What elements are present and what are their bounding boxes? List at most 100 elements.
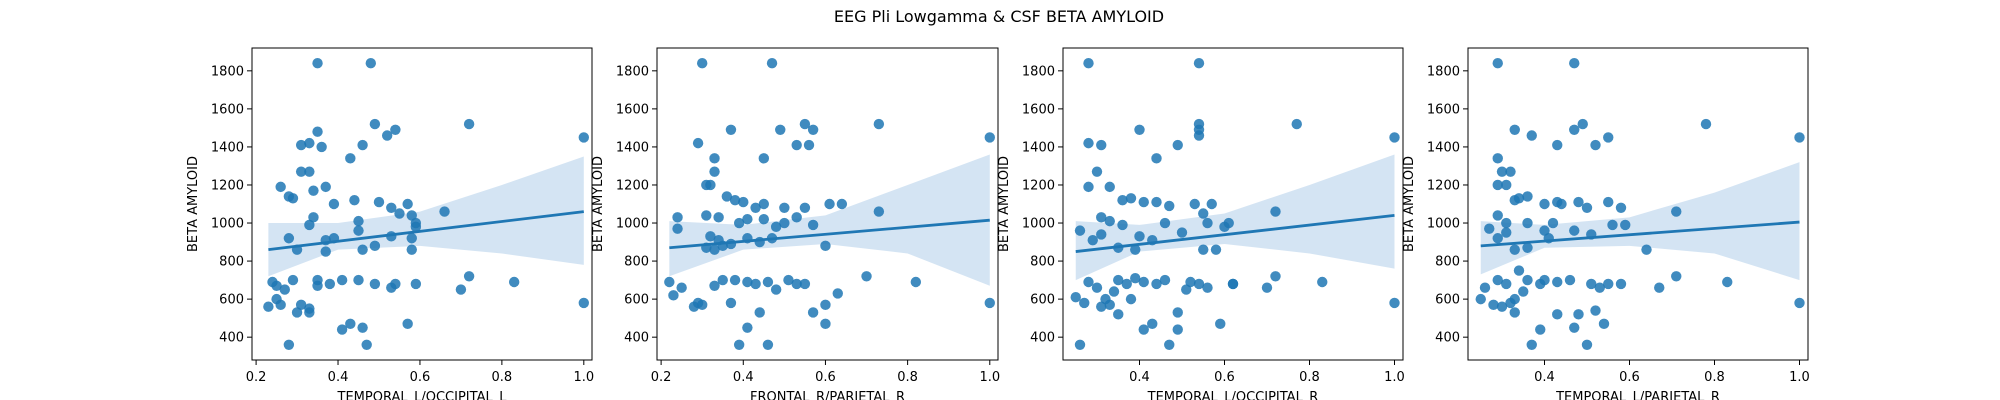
data-point — [1117, 194, 1128, 206]
data-point — [1488, 299, 1499, 311]
data-point — [672, 223, 683, 234]
data-point — [1539, 274, 1550, 286]
data-point — [1198, 244, 1209, 255]
data-point — [1479, 282, 1491, 293]
y-tick-label: 1600 — [211, 102, 244, 117]
data-point — [820, 318, 831, 330]
data-point — [770, 284, 782, 295]
data-point — [1539, 225, 1550, 236]
data-point — [1603, 196, 1614, 208]
data-point — [369, 118, 381, 130]
data-point — [369, 240, 381, 252]
data-point — [1607, 219, 1618, 231]
data-point — [1501, 278, 1512, 290]
data-point — [1496, 166, 1508, 177]
regression-line — [1480, 220, 1800, 248]
data-point — [861, 271, 872, 282]
data-point — [754, 307, 765, 318]
data-point — [1091, 282, 1103, 293]
data-point — [390, 278, 401, 290]
y-tick-label: 600 — [1435, 293, 1460, 308]
y-tick-label: 800 — [1435, 255, 1460, 270]
data-point — [820, 299, 831, 311]
confidence-band — [669, 154, 990, 286]
y-tick-label: 1000 — [616, 217, 649, 232]
y-tick-label: 1000 — [211, 217, 244, 232]
data-point — [1526, 339, 1537, 350]
y-tick-label: 600 — [1030, 293, 1055, 308]
data-point — [1091, 166, 1103, 177]
data-point — [1087, 234, 1098, 246]
data-point — [1270, 271, 1281, 282]
data-point — [873, 206, 885, 217]
data-point — [836, 198, 848, 210]
data-point — [1484, 223, 1495, 234]
x-axis-label: FRONTAL_R/PARIETAL_R — [750, 390, 905, 400]
data-point — [353, 274, 364, 286]
confidence-band — [1075, 154, 1395, 281]
data-point — [1113, 274, 1124, 286]
data-point — [1590, 305, 1601, 316]
data-point — [696, 58, 708, 69]
data-point — [705, 231, 716, 242]
data-point — [791, 139, 802, 151]
y-tick-label: 1400 — [616, 140, 649, 155]
data-point — [1083, 181, 1094, 193]
x-axis-label: TEMPORAL_L/OCCIPITAL_R — [1147, 390, 1319, 400]
data-point — [1722, 276, 1733, 288]
data-point — [1552, 276, 1563, 288]
data-point — [271, 280, 282, 292]
data-point — [783, 274, 794, 286]
data-point — [275, 299, 286, 311]
data-point — [676, 282, 687, 293]
data-point — [1594, 282, 1605, 293]
x-tick-label: 0.6 — [815, 370, 836, 385]
data-point — [1586, 278, 1597, 290]
data-point — [1172, 139, 1183, 151]
data-point — [1501, 227, 1512, 238]
data-point — [406, 233, 417, 244]
data-point — [1113, 309, 1124, 320]
data-point — [1389, 297, 1400, 309]
data-point — [357, 139, 368, 151]
x-tick-label: 0.4 — [1129, 370, 1150, 385]
data-point — [1505, 297, 1516, 309]
data-point — [1164, 339, 1175, 350]
data-point — [1794, 132, 1805, 143]
figure-title: EEG Pli Lowgamma & CSF BETA AMYLOID — [834, 7, 1164, 26]
data-point — [1172, 324, 1183, 335]
data-point — [733, 217, 745, 229]
data-point — [1096, 229, 1107, 240]
data-point — [1513, 193, 1525, 204]
data-point — [463, 271, 475, 282]
data-point — [328, 198, 340, 210]
data-point — [733, 339, 745, 350]
data-point — [1074, 339, 1086, 350]
data-point — [1121, 278, 1132, 290]
data-point — [791, 212, 802, 223]
y-tick-label: 600 — [219, 293, 244, 308]
data-point — [1083, 137, 1094, 149]
data-point — [1202, 217, 1213, 229]
y-tick-label: 1200 — [616, 178, 649, 193]
x-tick-label: 0.4 — [328, 370, 349, 385]
y-axis-label: BETA AMYLOID — [1402, 156, 1417, 252]
x-tick-label: 0.2 — [246, 370, 267, 385]
data-point — [345, 318, 356, 330]
data-point — [766, 58, 778, 69]
data-point — [1108, 286, 1120, 297]
data-point — [803, 139, 815, 151]
data-point — [1104, 215, 1115, 227]
y-tick-label: 1600 — [1022, 102, 1055, 117]
data-point — [1151, 278, 1162, 290]
data-point — [1074, 225, 1086, 236]
data-point — [1181, 284, 1192, 295]
data-point — [1159, 217, 1171, 229]
data-point — [353, 215, 364, 227]
data-point — [1317, 276, 1328, 288]
data-point — [750, 278, 761, 290]
data-point — [1198, 208, 1209, 219]
y-axis-label: BETA AMYLOID — [186, 156, 201, 252]
y-tick-label: 1800 — [616, 64, 649, 79]
data-point — [1291, 118, 1302, 130]
